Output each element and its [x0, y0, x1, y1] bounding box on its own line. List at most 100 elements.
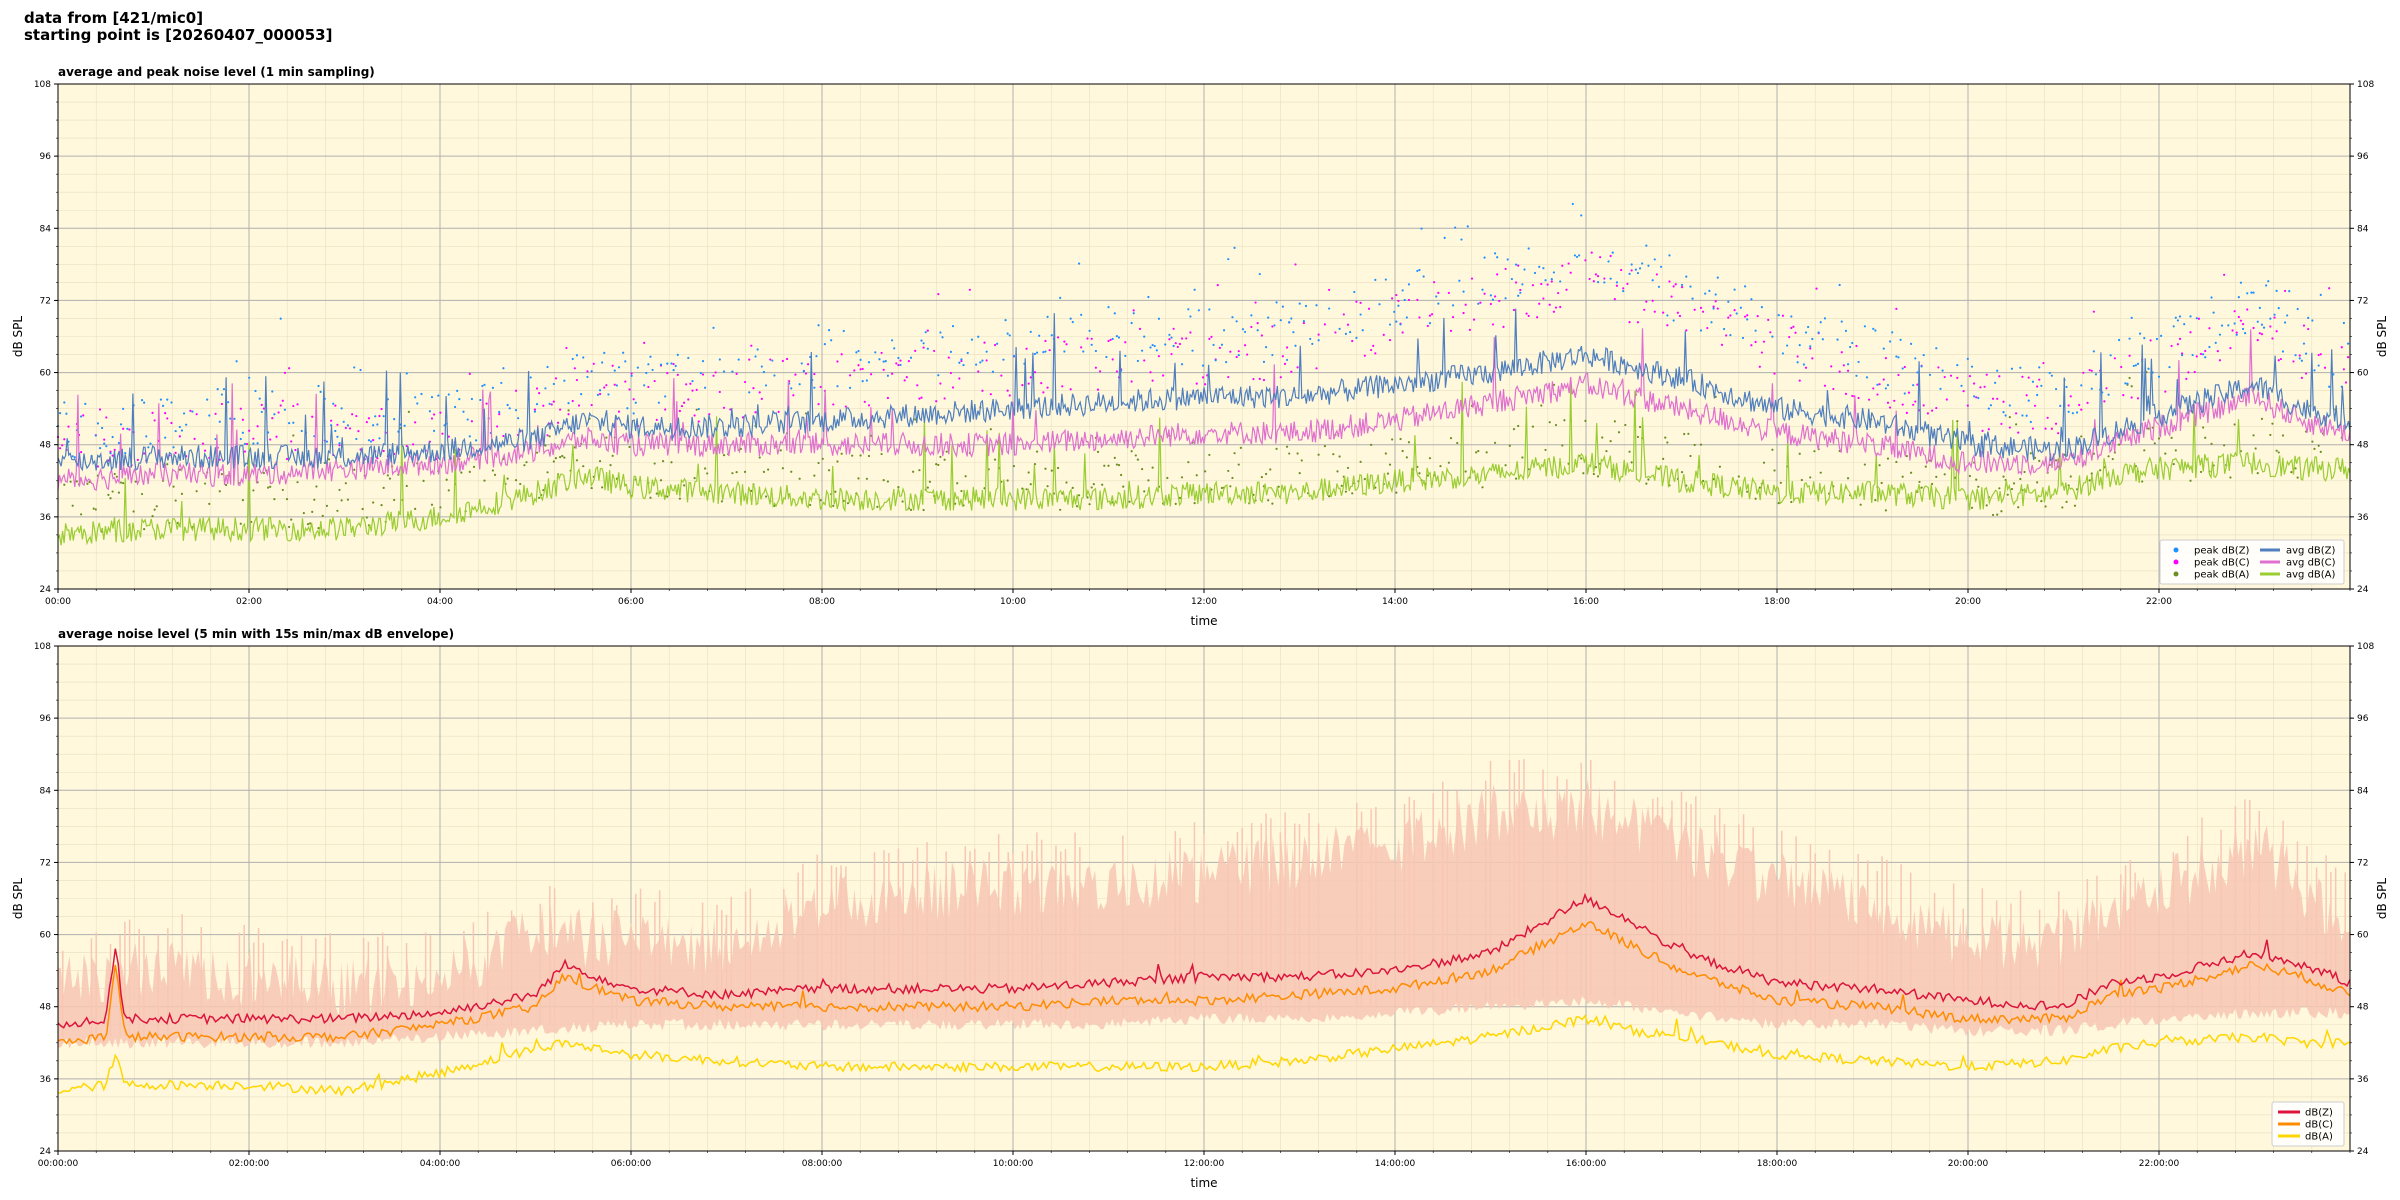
peak-z-point — [185, 423, 188, 426]
peak-c-point — [2189, 331, 2192, 334]
peak-z-point — [1960, 384, 1963, 387]
x-tick-label: 18:00:00 — [1757, 1159, 1798, 1169]
peak-c-point — [243, 450, 247, 453]
peak-z-point — [1838, 283, 1841, 287]
y-axis-label-right: dB SPL — [2375, 316, 2389, 358]
x-tick-label: 12:00:00 — [1184, 1159, 1225, 1169]
peak-c-point — [514, 389, 518, 392]
peak-c-point — [617, 410, 621, 413]
peak-z-point — [1659, 265, 1663, 268]
peak-a-point — [382, 486, 385, 489]
peak-z-point — [1691, 297, 1694, 300]
peak-c-point — [1056, 336, 1060, 339]
peak-c-point — [840, 353, 843, 356]
peak-z-point — [1481, 288, 1484, 291]
peak-c-point — [2136, 397, 2140, 400]
peak-a-point — [2002, 475, 2005, 478]
peak-z-point — [382, 415, 385, 418]
peak-c-point — [2128, 354, 2131, 357]
peak-c-point — [1979, 386, 1982, 389]
peak-z-point — [624, 360, 627, 363]
peak-z-point — [1571, 202, 1574, 206]
peak-c-point — [447, 435, 450, 438]
peak-z-point — [126, 427, 129, 430]
peak-c-point — [1773, 372, 1776, 375]
chart-title: average and peak noise level (1 min samp… — [58, 65, 375, 79]
peak-z-point — [1359, 313, 1362, 316]
peak-c-point — [1426, 324, 1429, 328]
peak-z-point — [580, 393, 583, 396]
peak-z-point — [1807, 325, 1810, 329]
dbz-line — [57, 892, 2351, 1029]
peak-c-point — [1107, 339, 1110, 343]
peak-c-point — [575, 378, 579, 382]
peak-a-point — [2006, 493, 2009, 496]
peak-a-point — [180, 492, 184, 495]
peak-z-point — [338, 442, 341, 445]
peak-a-point — [1924, 465, 1927, 468]
peak-a-point — [2260, 417, 2264, 420]
x-tick-label: 14:00:00 — [1375, 1159, 1416, 1169]
peak-z-point — [1401, 289, 1404, 292]
peak-z-point — [1668, 254, 1671, 257]
peak-c-point — [1208, 337, 1211, 340]
peak-a-point — [909, 508, 913, 511]
peak-c-point — [2216, 350, 2219, 353]
peak-c-point — [2046, 416, 2049, 419]
peak-z-point — [1353, 290, 1356, 294]
peak-a-point — [2170, 436, 2173, 439]
peak-a-point — [779, 449, 782, 452]
peak-a-point — [937, 463, 940, 467]
peak-c-point — [1391, 297, 1394, 300]
peak-a-point — [767, 468, 770, 471]
peak-c-point — [2223, 273, 2226, 276]
peak-z-point — [73, 456, 76, 459]
peak-c-point — [859, 368, 862, 371]
peak-c-point — [2342, 368, 2345, 371]
peak-z-point — [1080, 313, 1083, 316]
y-axis-label: dB SPL — [11, 878, 25, 920]
peak-z-point — [1262, 360, 1266, 363]
peak-a-point — [422, 479, 425, 482]
peak-z-point — [630, 374, 633, 377]
peak-c-point — [880, 351, 883, 355]
peak-c-point — [882, 368, 885, 371]
peak-a-point — [2008, 416, 2011, 419]
peak-z-point — [966, 351, 969, 355]
peak-c-point — [1430, 313, 1434, 316]
peak-z-point — [166, 398, 169, 401]
peak-a-point — [220, 473, 223, 476]
peak-a-point — [325, 504, 329, 507]
peak-z-point — [2302, 342, 2306, 345]
peak-c-point — [647, 385, 650, 389]
peak-z-point — [1491, 298, 1495, 301]
peak-c-point — [2260, 333, 2264, 336]
peak-c-point — [220, 402, 223, 406]
peak-c-point — [2246, 308, 2249, 311]
peak-c-point — [2057, 432, 2060, 435]
peak-a-point — [327, 458, 331, 461]
peak-c-point — [1512, 308, 1516, 312]
y-tick-label: 72 — [40, 858, 51, 868]
peak-c-point — [1098, 370, 1102, 373]
peak-z-point — [2059, 404, 2062, 407]
peak-c-point — [1496, 273, 1499, 276]
peak-c-point — [2256, 339, 2259, 342]
peak-z-point — [1395, 320, 1398, 323]
peak-z-point — [2191, 353, 2194, 357]
peak-z-point — [563, 379, 566, 382]
peak-a-point — [1332, 453, 1335, 456]
peak-z-point — [1628, 272, 1631, 275]
peak-z-point — [1744, 285, 1747, 288]
peak-z-point — [802, 370, 805, 373]
peak-a-point — [269, 485, 272, 488]
peak-c-point — [2241, 323, 2245, 326]
peak-c-point — [983, 341, 986, 344]
peak-z-point — [672, 369, 675, 372]
peak-c-point — [695, 388, 698, 391]
peak-a-point — [575, 459, 579, 462]
peak-c-point — [281, 399, 284, 402]
peak-c-point — [2067, 404, 2070, 407]
peak-z-point — [147, 446, 150, 449]
y-axis-label: dB SPL — [11, 316, 25, 358]
